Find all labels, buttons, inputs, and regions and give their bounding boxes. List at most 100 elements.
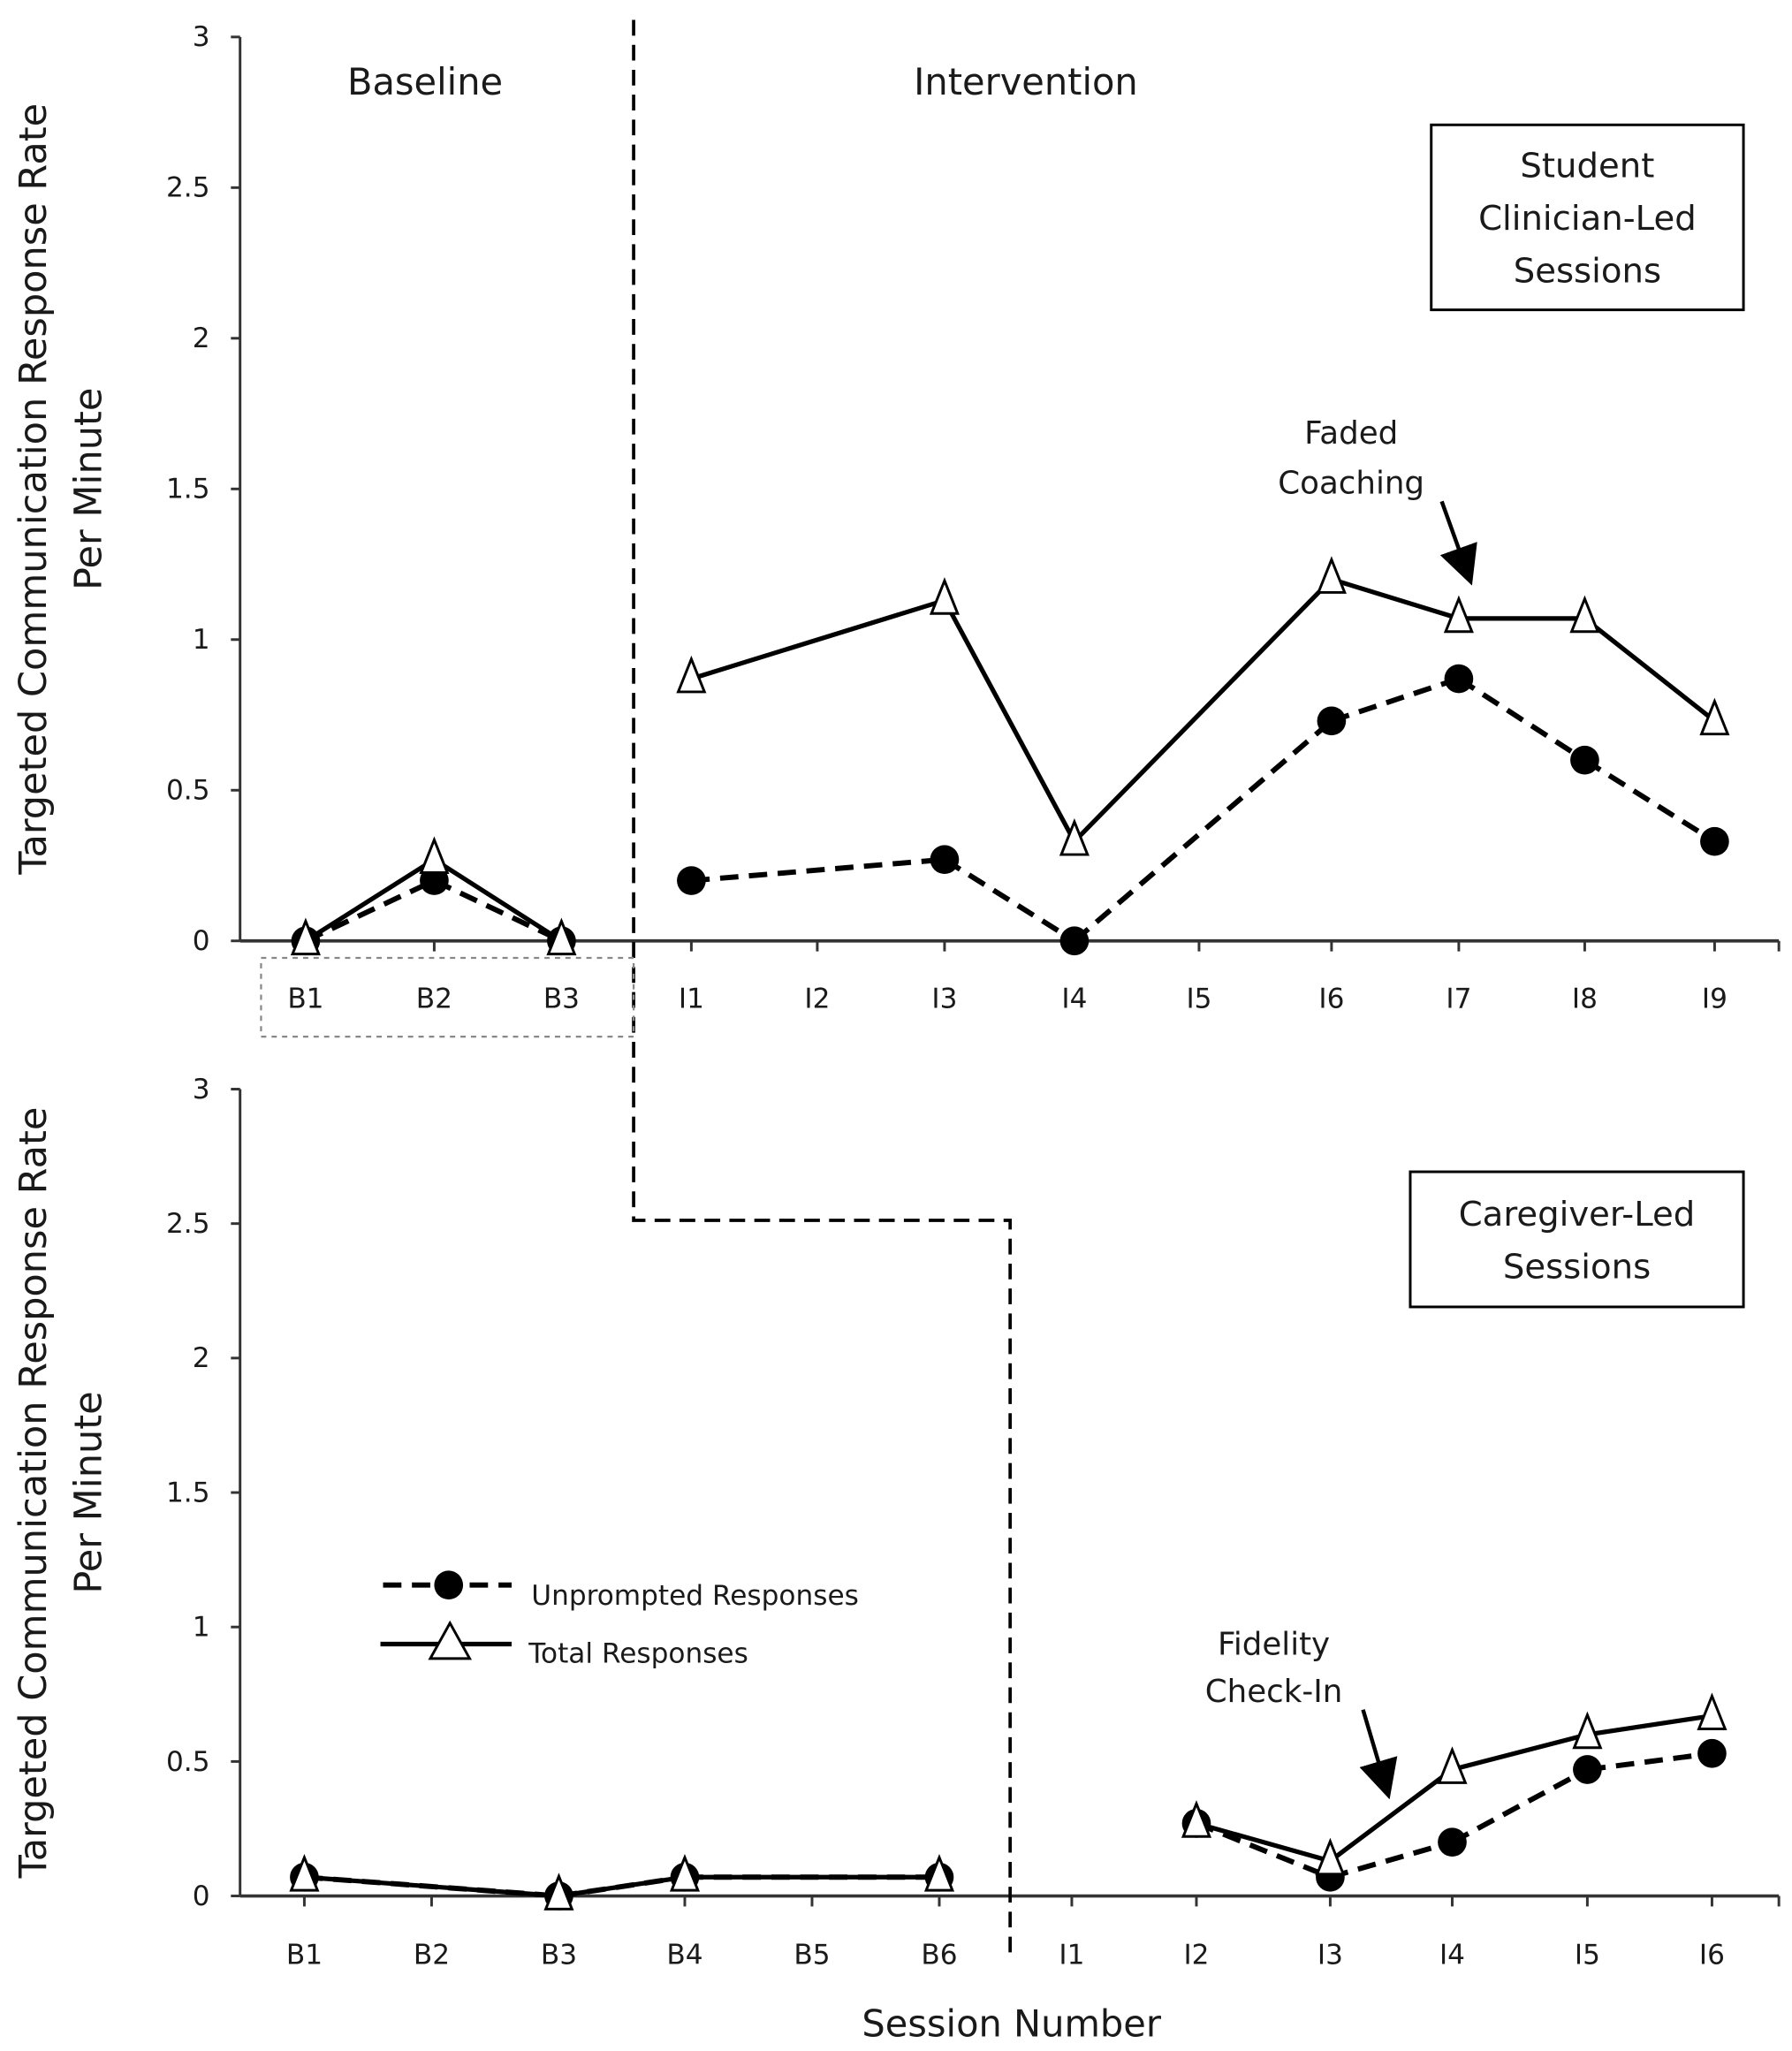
unprompted-point bbox=[1697, 1738, 1727, 1768]
x-tick-label: I1 bbox=[1059, 1940, 1084, 1971]
y-axis-label: Targeted Communication Response Rate bbox=[11, 1107, 56, 1880]
total-line-segment bbox=[690, 597, 945, 681]
panel-label-box bbox=[1409, 1170, 1745, 1309]
unprompted-line-segment bbox=[1329, 1839, 1454, 1880]
total-point bbox=[290, 917, 321, 956]
unprompted-line-segment bbox=[1451, 1766, 1589, 1845]
x-tick-label: I2 bbox=[1183, 1940, 1209, 1971]
unprompted-point bbox=[1059, 926, 1090, 956]
legend-total-marker bbox=[428, 1620, 473, 1660]
x-tick-label: B3 bbox=[541, 1940, 577, 1971]
total-line-segment bbox=[942, 599, 1077, 843]
panel-label: Sessions bbox=[1514, 251, 1661, 291]
x-tick-label: I9 bbox=[1702, 983, 1727, 1014]
phase-label-intervention: Intervention bbox=[914, 60, 1138, 103]
total-point bbox=[1443, 595, 1474, 634]
unprompted-point bbox=[1700, 826, 1729, 856]
total-point bbox=[1697, 1692, 1727, 1730]
unprompted-line-segment bbox=[1587, 1751, 1712, 1773]
x-tick-label: I5 bbox=[1186, 983, 1211, 1014]
y-axis-label: Per Minute bbox=[66, 1391, 110, 1593]
total-point bbox=[419, 836, 450, 875]
total-line-segment bbox=[304, 1874, 559, 1899]
unprompted-point bbox=[1438, 1827, 1467, 1857]
y-axis-label: Targeted Communication Response Rate bbox=[11, 103, 56, 876]
panel-label-box bbox=[1430, 123, 1745, 312]
total-point bbox=[1572, 1711, 1603, 1750]
x-tick-label: I6 bbox=[1318, 983, 1344, 1014]
total-point bbox=[676, 655, 707, 694]
unprompted-line-segment bbox=[691, 856, 945, 884]
y-tick-label: 2 bbox=[193, 1342, 210, 1374]
total-line-segment bbox=[1196, 1820, 1332, 1864]
total-line-segment bbox=[1583, 616, 1717, 723]
x-tick-label: B1 bbox=[287, 983, 323, 1014]
total-point bbox=[1315, 1837, 1346, 1876]
panel-label: Sessions bbox=[1503, 1247, 1651, 1287]
annotation-arrow bbox=[1359, 1709, 1398, 1800]
total-point bbox=[923, 1853, 955, 1892]
total-line-segment bbox=[1587, 1713, 1712, 1737]
x-tick-label: B1 bbox=[286, 1940, 323, 1971]
total-point bbox=[1316, 556, 1347, 594]
x-tick-label: I6 bbox=[1699, 1940, 1725, 1971]
y-tick-label: 2.5 bbox=[166, 172, 210, 204]
total-line-segment bbox=[558, 1874, 686, 1899]
total-line-segment bbox=[1328, 1767, 1454, 1864]
annotation-text: Fidelity bbox=[1218, 1626, 1330, 1662]
annotation-text: Faded bbox=[1304, 415, 1398, 452]
panel-label: Clinician-Led bbox=[1478, 199, 1697, 239]
y-tick-label: 2.5 bbox=[166, 1208, 210, 1240]
x-axis-label: Session Number bbox=[862, 2002, 1162, 2045]
y-tick-label: 0 bbox=[193, 1880, 210, 1912]
total-point bbox=[543, 1872, 574, 1910]
unprompted-line-segment bbox=[433, 877, 563, 944]
x-tick-label: I4 bbox=[1439, 1940, 1465, 1971]
x-tick-label: B2 bbox=[416, 983, 452, 1014]
phase-change-line bbox=[632, 19, 1013, 1956]
total-point bbox=[1699, 697, 1730, 736]
x-tick-label: B2 bbox=[414, 1940, 450, 1971]
x-tick-label: B5 bbox=[793, 1940, 830, 1971]
unprompted-point bbox=[930, 845, 960, 875]
y-tick-label: 0 bbox=[193, 925, 210, 957]
x-tick-label: I2 bbox=[804, 983, 830, 1014]
x-tick-label: I7 bbox=[1446, 983, 1471, 1014]
x-tick-label: I3 bbox=[931, 983, 957, 1014]
unprompted-line-segment bbox=[304, 877, 436, 944]
legend-unprompted-label: Unprompted Responses bbox=[531, 1580, 859, 1612]
unprompted-point bbox=[677, 866, 706, 895]
x-tick-label: I4 bbox=[1061, 983, 1087, 1014]
baseline-label-box bbox=[260, 956, 635, 1038]
unprompted-line-segment bbox=[1457, 676, 1587, 763]
total-point bbox=[1569, 595, 1600, 634]
total-point bbox=[1181, 1800, 1212, 1838]
total-line-segment bbox=[433, 857, 563, 943]
x-tick-label: B4 bbox=[666, 1940, 702, 1971]
y-tick-label: 1.5 bbox=[166, 474, 210, 505]
panel-label: Student bbox=[1520, 147, 1654, 186]
total-line-segment bbox=[1073, 577, 1333, 844]
total-point bbox=[1059, 817, 1090, 856]
legend-unprompted-marker bbox=[434, 1570, 464, 1600]
y-tick-label: 1.5 bbox=[166, 1477, 210, 1508]
annotation-text: Coaching bbox=[1278, 465, 1424, 501]
total-point bbox=[929, 577, 960, 615]
unprompted-line-segment bbox=[1195, 1820, 1332, 1880]
x-tick-label: I1 bbox=[679, 983, 704, 1014]
y-tick-label: 3 bbox=[193, 21, 210, 53]
y-tick-label: 0.5 bbox=[166, 1746, 210, 1778]
y-tick-label: 1 bbox=[193, 1612, 210, 1644]
total-point bbox=[1437, 1746, 1468, 1784]
annotation-text: Check-In bbox=[1205, 1674, 1343, 1710]
panel-label: Caregiver-Led bbox=[1459, 1195, 1696, 1234]
unprompted-point bbox=[1317, 706, 1347, 736]
y-axis-label: Per Minute bbox=[66, 388, 110, 590]
unprompted-point bbox=[1573, 1755, 1602, 1784]
x-tick-label: B6 bbox=[921, 1940, 957, 1971]
y-tick-label: 1 bbox=[193, 624, 210, 656]
unprompted-line-segment bbox=[1583, 757, 1716, 844]
y-tick-label: 2 bbox=[193, 323, 210, 354]
unprompted-line-segment bbox=[1330, 676, 1460, 724]
x-tick-label: I3 bbox=[1317, 1940, 1343, 1971]
